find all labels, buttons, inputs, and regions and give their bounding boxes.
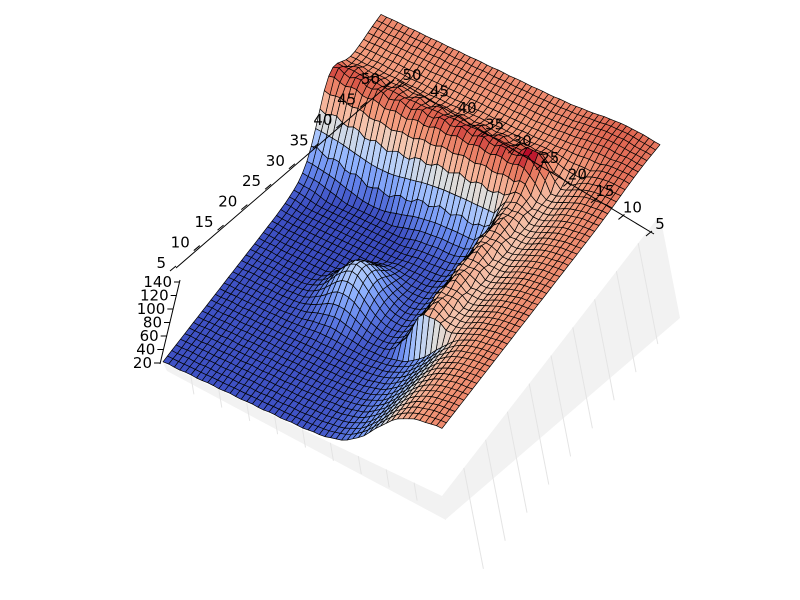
y-tick-label: 50 [361,70,380,88]
pane-grid-line [357,456,362,475]
x-tick [425,98,432,104]
y-tick-label: 45 [337,90,356,108]
z-tick-label: 60 [140,327,159,345]
x-tick-label: 15 [595,182,614,200]
x-axis-line [396,79,655,235]
pane-grid-line [506,411,528,513]
y-tick [241,204,248,211]
surface-patch [162,355,174,365]
y-tick [288,163,296,170]
x-tick [590,197,598,204]
pane-grid-line [329,442,334,461]
pane-grid-line [302,429,306,448]
pane-grid-line [385,469,390,488]
y-tick-label: 40 [313,111,332,129]
x-tick [507,147,515,154]
x-tick-label: 30 [513,132,532,150]
x-tick-label: 40 [458,99,477,117]
y-tick-label: 5 [156,254,166,272]
x-tick-label: 20 [568,165,587,183]
z-tick-label: 100 [137,300,166,318]
pane-grid-line [274,416,279,435]
y-tick-label: 30 [266,152,285,170]
surface-mesh [162,14,661,441]
y-tick [383,81,391,88]
y-tick-label: 15 [194,213,213,231]
y-tick [193,245,201,251]
pane-grid-line [572,327,593,429]
pane-grid-line [485,439,506,541]
z-tick-label: 80 [143,314,162,332]
pane-grid-line [413,482,418,501]
x-tick [397,81,405,88]
z-tick-label: 120 [140,287,169,305]
x-tick [563,180,570,187]
y-tick [359,102,367,108]
z-tick-label: 140 [143,273,172,291]
z-tick-label: 40 [136,341,155,359]
x-tick [618,214,625,220]
y-tick-label: 35 [290,131,309,149]
pane-grid-line [615,271,637,373]
pane-grid-line [528,383,550,485]
x-tick-label: 50 [402,66,421,84]
y-tick [336,122,343,129]
x-tick-label: 10 [623,198,642,216]
x-tick [535,164,543,171]
x-tick-label: 5 [655,215,665,233]
z-tick-label: 20 [133,354,152,372]
x-tick [480,131,487,138]
y-tick-label: 20 [218,193,237,211]
x-tick-label: 35 [485,116,504,134]
y-tick [217,224,224,231]
x-tick [452,114,460,121]
pane-grid-line [218,389,223,408]
y-tick [264,183,272,190]
pane-grid-line [550,355,572,457]
pane-grid-line [463,467,484,569]
y-axis-line [175,79,395,269]
x-tick-label: 45 [430,83,449,101]
pane-grid-line [246,402,251,421]
pane-grid-line [637,243,659,345]
x-tick-label: 25 [540,149,559,167]
y-tick [169,265,177,272]
pane-grid-line [594,299,615,401]
pane-grid-line [190,376,195,395]
x-tick [645,230,653,237]
y-tick-label: 25 [242,172,261,190]
y-tick-label: 10 [171,234,190,252]
y-tick [312,142,319,149]
axes-panes [163,215,680,569]
